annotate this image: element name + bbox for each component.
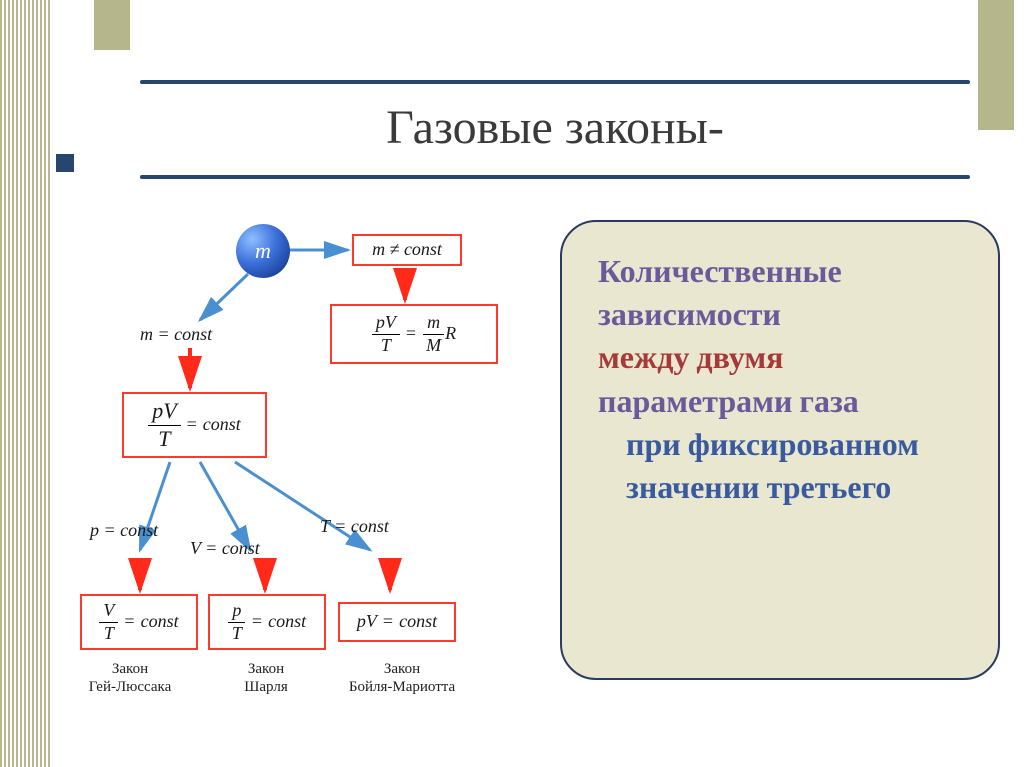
def-line3: между двумя	[598, 339, 784, 376]
vertical-bar-left	[94, 0, 130, 50]
page-title: Газовые законы-	[140, 96, 970, 161]
slide: Газовые законы-	[0, 0, 1024, 767]
diagram-arrows	[70, 220, 540, 730]
def-line1: Количественные	[598, 253, 842, 290]
vertical-bar-right	[978, 0, 1014, 130]
def-line5: при фиксированном значении третьего	[626, 423, 968, 509]
label-m-const: m = const	[140, 324, 212, 345]
label-v-const: V = const	[190, 538, 260, 559]
law-gaylussac: ЗаконГей-Люссака	[70, 660, 190, 696]
node-m-ne-const: m ≠ const	[352, 234, 462, 266]
law-boyle: ЗаконБойля-Мариотта	[332, 660, 472, 696]
node-pv-t-const: pVT = const	[122, 392, 267, 458]
definition-box: Количественные зависимости между двумя п…	[560, 220, 1000, 680]
mass-label: m	[255, 238, 271, 264]
diagram: m m ≠ const pVT = mM R m = const pVT = c…	[70, 220, 540, 730]
node-p-t-const: pT = const	[208, 594, 326, 650]
content-area: m m ≠ const pVT = mM R m = const pVT = c…	[70, 220, 1000, 730]
title-rule-top	[140, 80, 970, 84]
node-pv-const: pV = const	[338, 602, 456, 642]
node-v-t-const: VT = const	[80, 594, 198, 650]
def-line2: зависимости	[598, 296, 781, 333]
law-charles: ЗаконШарля	[206, 660, 326, 696]
label-p-const: p = const	[90, 520, 158, 541]
node-ideal-gas: pVT = mM R	[330, 304, 498, 364]
title-block: Газовые законы-	[140, 80, 970, 179]
left-stripes	[0, 0, 52, 767]
title-bullet	[56, 154, 74, 172]
title-rule-bottom	[140, 175, 970, 179]
mass-sphere: m	[236, 224, 290, 278]
def-line4: параметрами газа	[598, 383, 859, 420]
label-t-const: T = const	[320, 516, 389, 537]
